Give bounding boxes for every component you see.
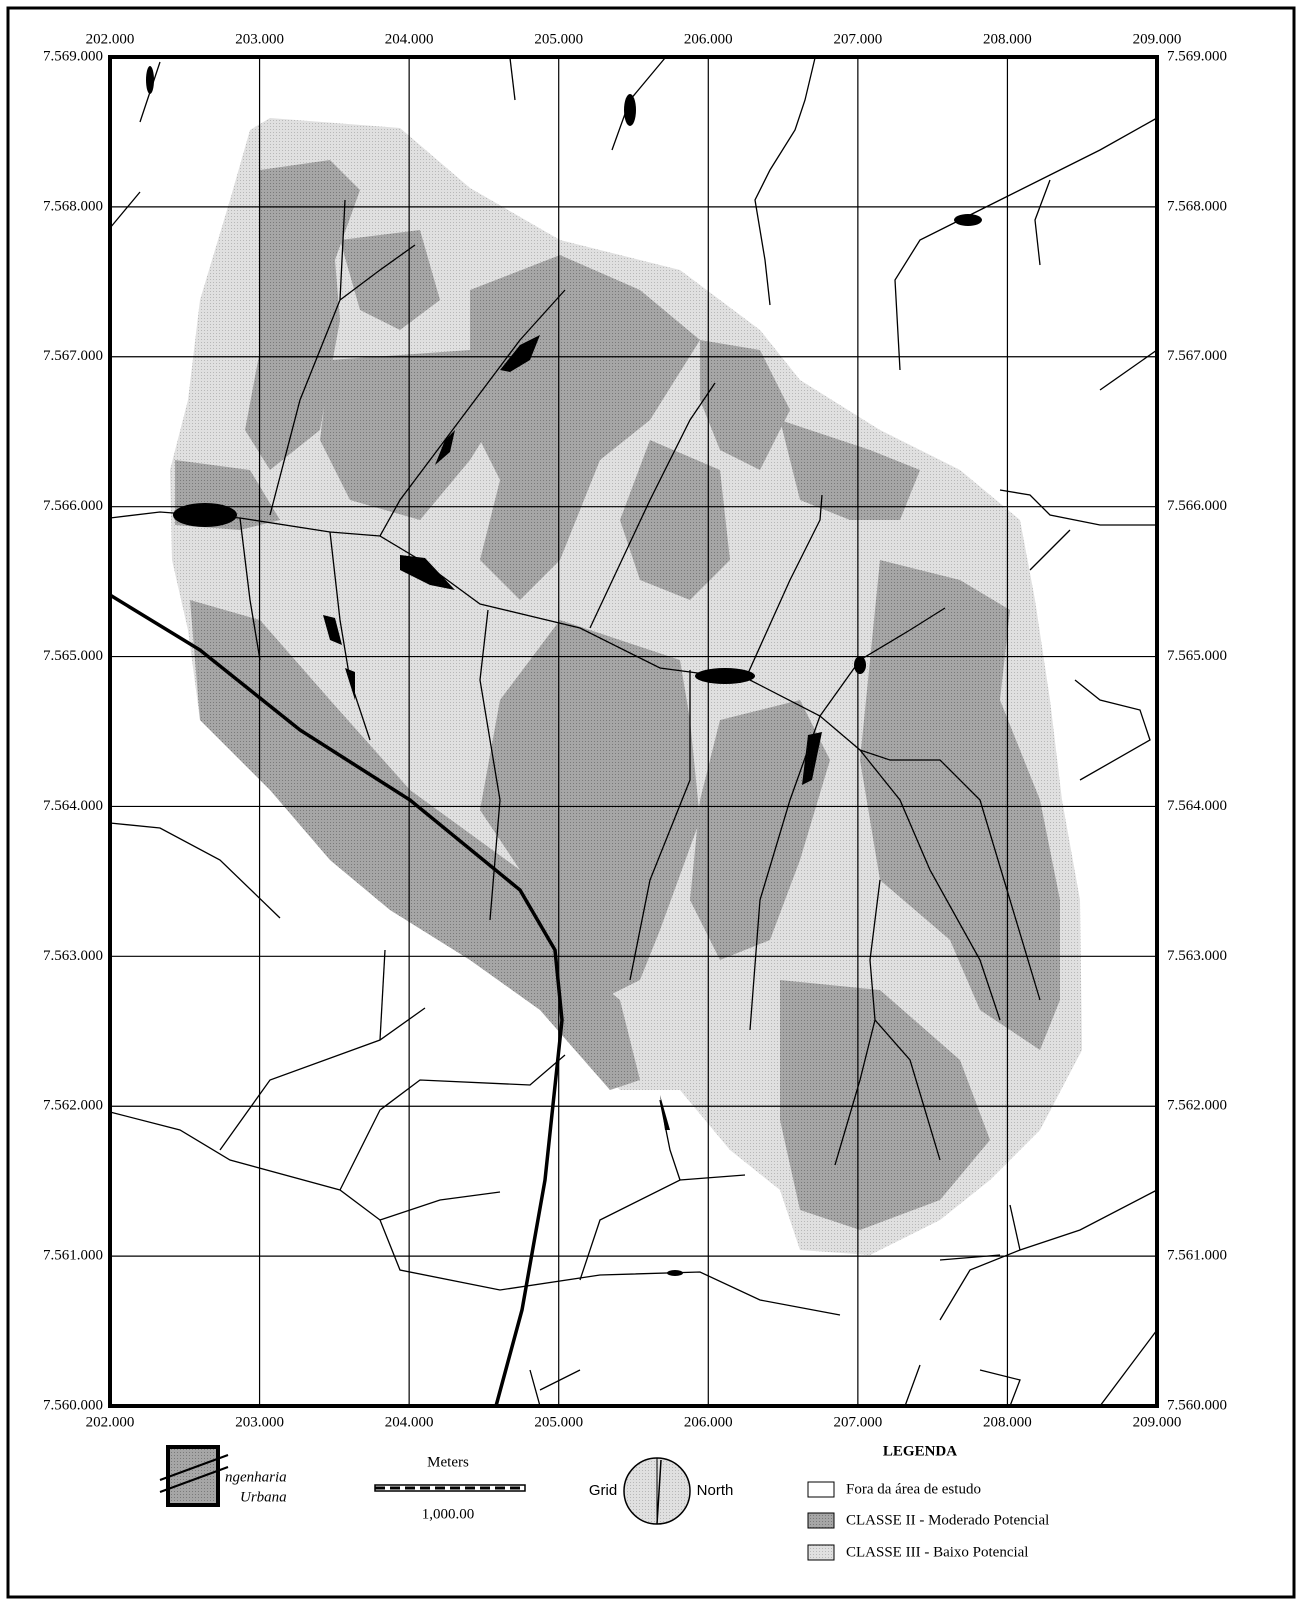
y-tick-label: 7.561.000	[43, 1248, 103, 1264]
legend: LEGENDA Fora da área de estudo CLASSE II…	[808, 1443, 1049, 1560]
y-tick-label: 7.565.000	[1167, 648, 1227, 664]
x-tick-label: 207.000	[833, 31, 882, 47]
x-tick-label: 205.000	[534, 31, 583, 47]
legend-label: CLASSE II - Moderado Potencial	[846, 1512, 1049, 1528]
legend-label: Fora da área de estudo	[846, 1481, 981, 1497]
y-tick-label: 7.560.000	[1167, 1397, 1227, 1413]
north-left: Grid	[589, 1482, 617, 1499]
y-tick-label: 7.569.000	[1167, 48, 1227, 64]
y-tick-label: 7.565.000	[43, 648, 103, 664]
y-tick-label: 7.563.000	[1167, 948, 1227, 964]
logo: ngenharia Urbana	[160, 1447, 287, 1505]
x-tick-label: 202.000	[86, 1414, 135, 1430]
map-figure: 202.000 202.000 203.000 203.000 204.000 204.0…	[0, 0, 1302, 1605]
x-tick-label: 208.000	[983, 31, 1032, 47]
scale-bar: Meters 1,000.00	[375, 1454, 525, 1522]
x-tick-label: 209.000	[1133, 1414, 1182, 1430]
y-tick-label: 7.567.000	[43, 348, 103, 364]
y-tick-label: 7.566.000	[1167, 498, 1227, 514]
class-ii-areas	[175, 160, 1060, 1230]
scale-label: 1,000.00	[422, 1506, 475, 1522]
x-tick-label: 207.000	[833, 1414, 882, 1430]
logo-line2: Urbana	[240, 1489, 287, 1505]
x-tick-label: 204.000	[385, 31, 434, 47]
y-tick-label: 7.562.000	[43, 1098, 103, 1114]
x-tick-label: 205.000	[534, 1414, 583, 1430]
x-tick-label: 206.000	[684, 1414, 733, 1430]
y-tick-label: 7.560.000	[43, 1397, 103, 1413]
y-tick-label: 7.567.000	[1167, 348, 1227, 364]
x-tick-label: 209.000	[1133, 31, 1182, 47]
north-arrow: Grid North	[589, 1458, 734, 1524]
legend-swatch	[808, 1545, 834, 1560]
legend-label: CLASSE III - Baixo Potencial	[846, 1544, 1028, 1560]
page: {"map": { "xlim": [202000, 209000], "yli…	[0, 0, 1302, 1605]
y-tick-label: 7.562.000	[1167, 1098, 1227, 1114]
north-right: North	[697, 1482, 734, 1499]
y-tick-label: 7.564.000	[1167, 798, 1227, 814]
x-tick-label: 203.000	[235, 1414, 284, 1430]
legend-title: LEGENDA	[883, 1443, 957, 1459]
y-tick-label: 7.566.000	[43, 498, 103, 514]
x-tick-label: 206.000	[684, 31, 733, 47]
scale-title: Meters	[427, 1454, 469, 1470]
y-tick-label: 7.568.000	[1167, 198, 1227, 214]
logo-line1: ngenharia	[225, 1469, 287, 1485]
y-tick-label: 7.569.000	[43, 48, 103, 64]
x-tick-label: 203.000	[235, 31, 284, 47]
y-tick-label: 7.568.000	[43, 198, 103, 214]
legend-swatch	[808, 1482, 834, 1497]
y-tick-label: 7.563.000	[43, 948, 103, 964]
y-tick-label: 7.561.000	[1167, 1248, 1227, 1264]
x-tick-label: 202.000	[86, 31, 135, 47]
legend-swatch	[808, 1513, 834, 1528]
x-tick-label: 204.000	[385, 1414, 434, 1430]
y-tick-label: 7.564.000	[43, 798, 103, 814]
x-tick-label: 208.000	[983, 1414, 1032, 1430]
